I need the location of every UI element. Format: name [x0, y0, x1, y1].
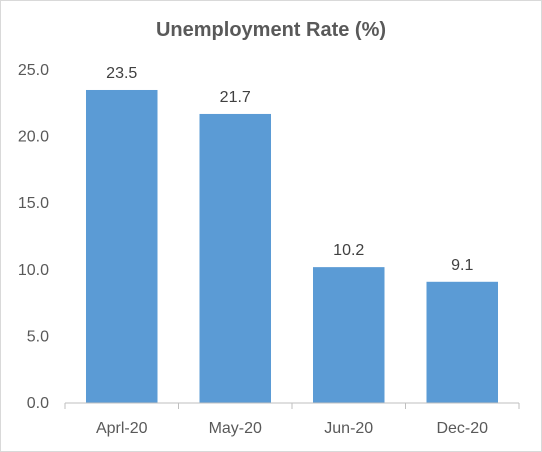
- y-tick-label: 25.0: [18, 62, 49, 79]
- y-tick-label: 20.0: [18, 129, 49, 146]
- x-tick-label: May-20: [209, 420, 262, 437]
- data-label: 23.5: [106, 65, 137, 82]
- y-tick-label: 15.0: [18, 195, 49, 212]
- bar-jun-20[interactable]: [312, 267, 385, 403]
- y-tick-label: 5.0: [27, 328, 49, 345]
- bar-dec-20[interactable]: [426, 281, 499, 403]
- data-label: 21.7: [220, 89, 251, 106]
- x-tick-label: Aprl-20: [96, 420, 148, 437]
- chart-title: Unemployment Rate (%): [155, 19, 387, 41]
- bar-may-20[interactable]: [199, 113, 272, 404]
- x-tick-label: Jun-20: [324, 420, 373, 437]
- data-label: 10.2: [333, 242, 364, 259]
- y-tick-label: 0.0: [27, 395, 49, 412]
- data-label: 9.1: [451, 257, 473, 274]
- x-tick-label: Dec-20: [436, 420, 488, 437]
- y-tick-label: 10.0: [18, 262, 49, 279]
- bar-aprl-20[interactable]: [85, 89, 158, 403]
